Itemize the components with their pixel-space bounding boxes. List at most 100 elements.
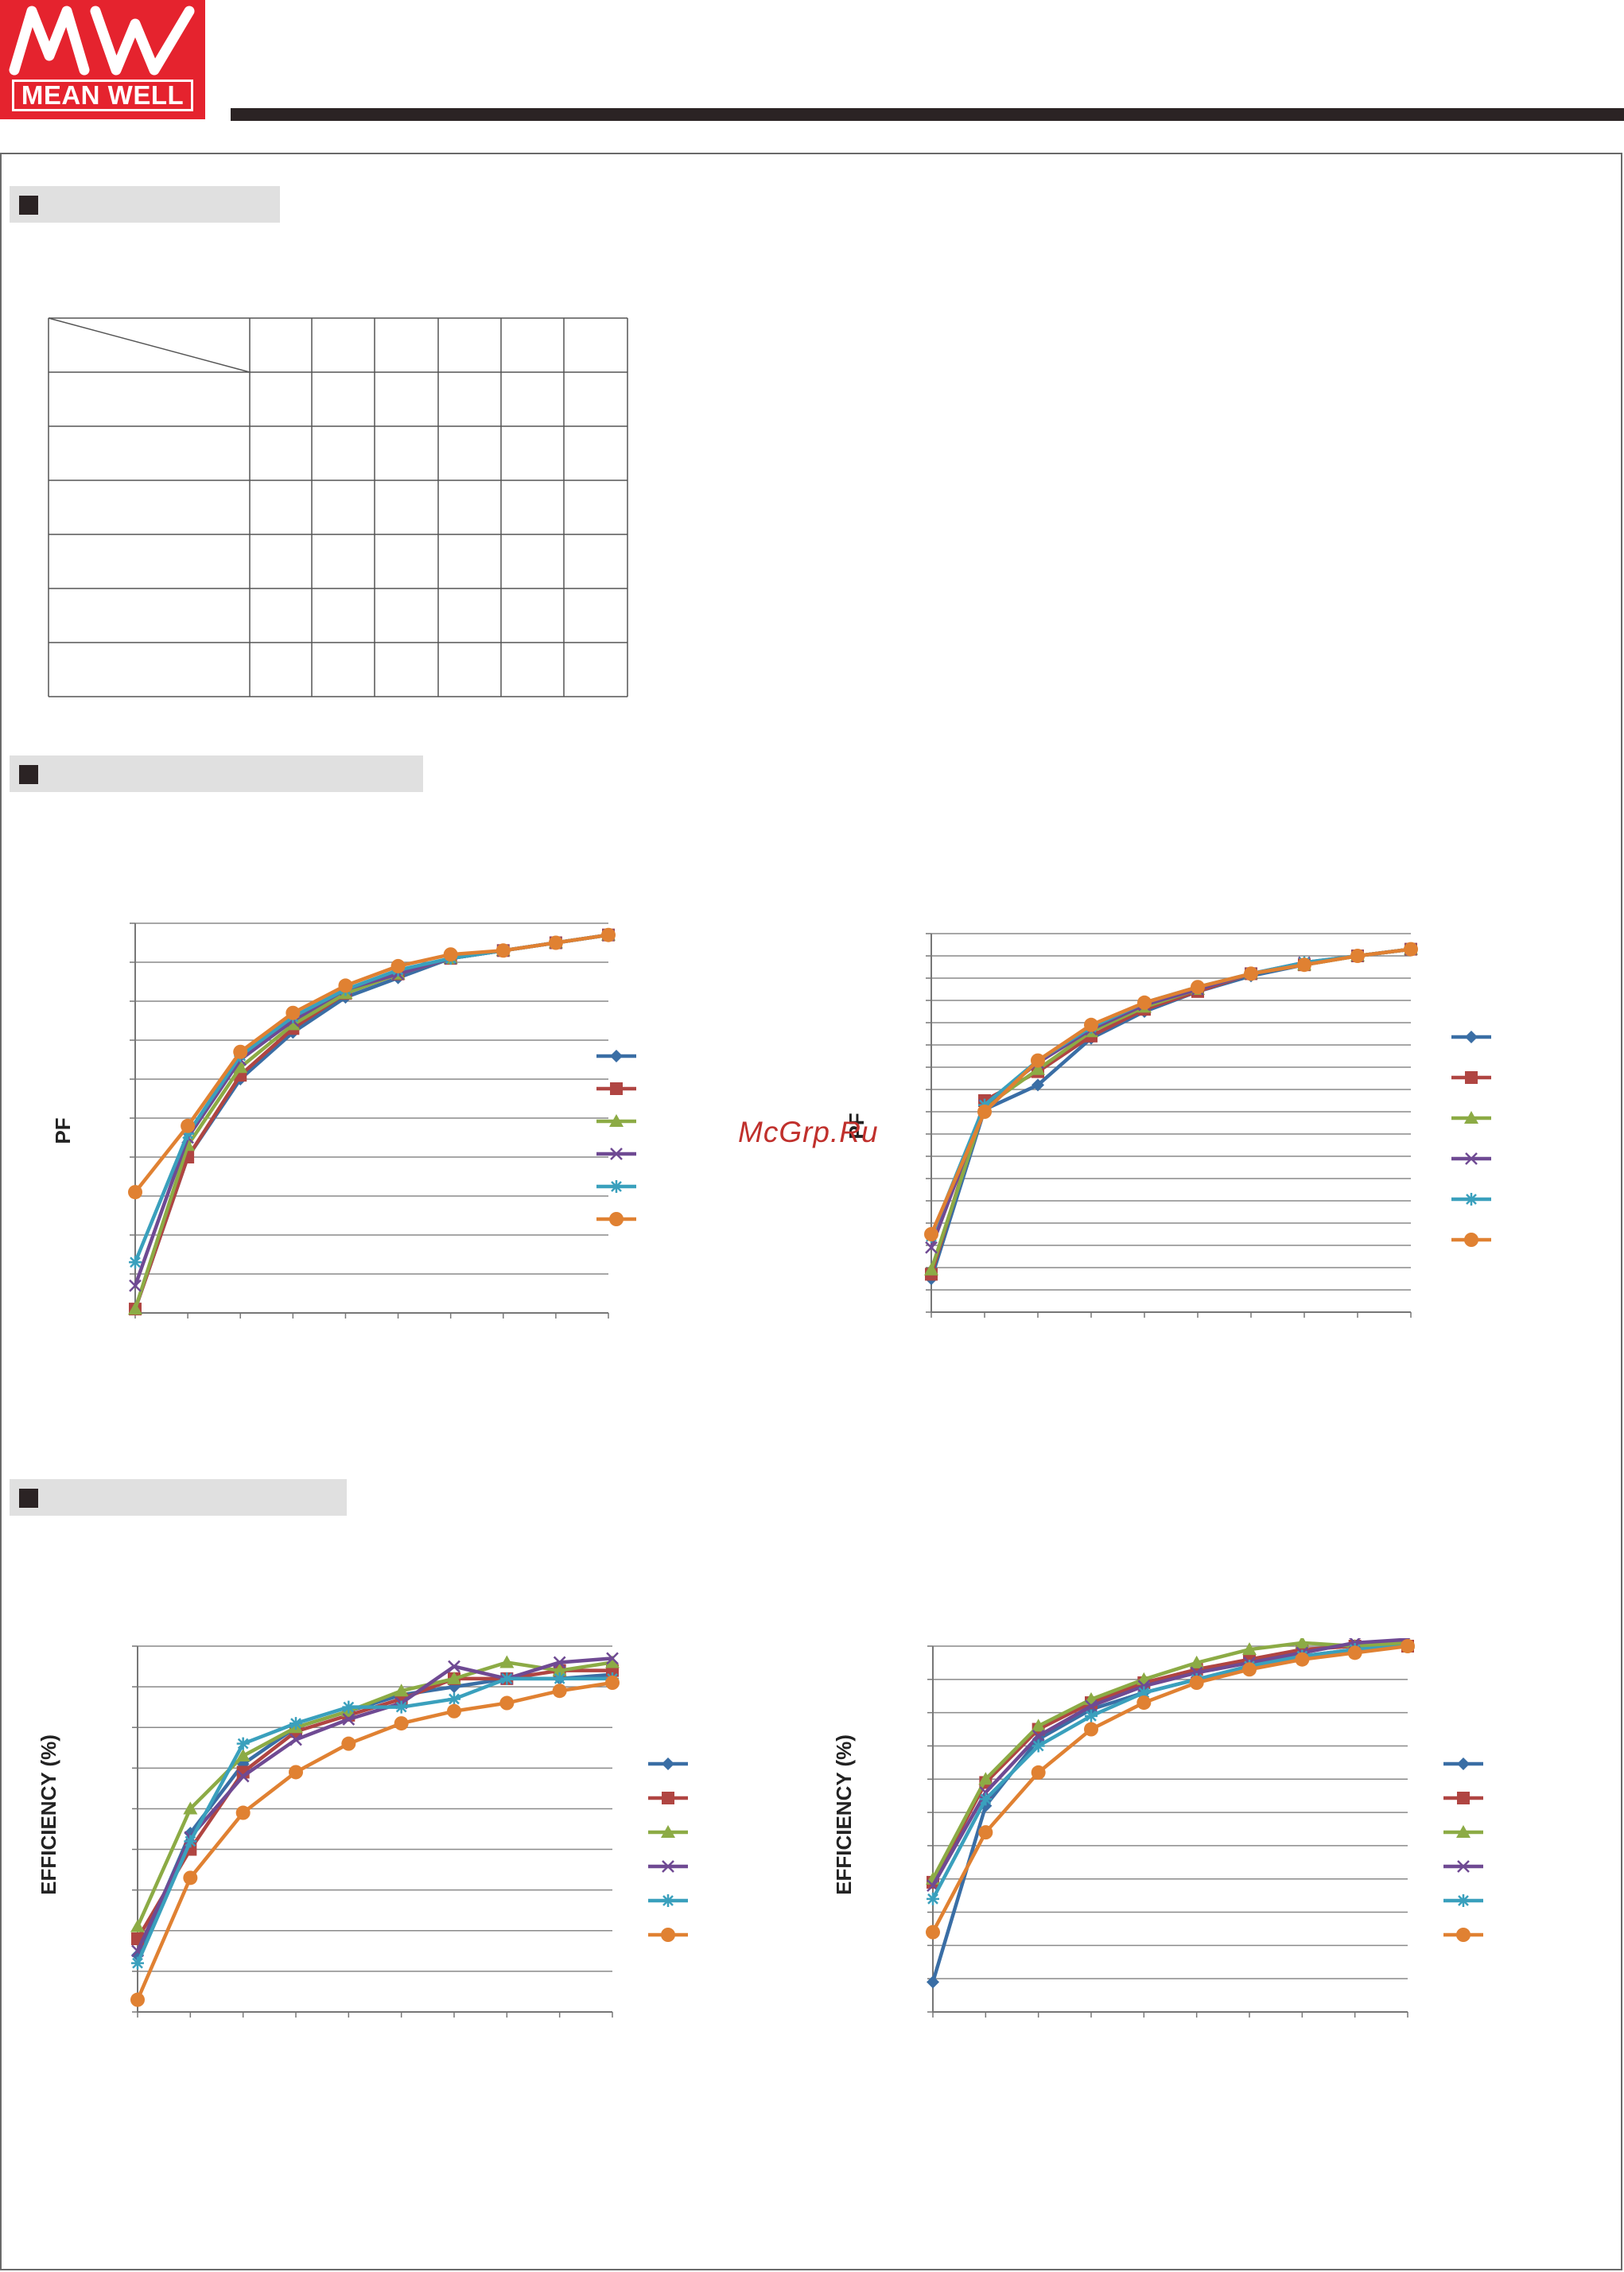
data-point-x <box>553 1656 566 1669</box>
data-point-circle <box>924 1227 938 1241</box>
data-point-x <box>925 1241 938 1254</box>
data-point-triangle <box>924 1262 938 1276</box>
legend-entry-diamond <box>1451 1031 1491 1043</box>
data-point-triangle <box>447 1671 461 1684</box>
data-point-circle <box>1244 966 1258 981</box>
data-point-x <box>289 1733 302 1746</box>
data-point-triangle <box>609 1114 624 1127</box>
pf-chart-right: PF <box>845 933 1491 1318</box>
data-point-circle <box>605 1676 620 1690</box>
data-point-circle <box>601 927 616 942</box>
series-line <box>931 1641 1408 1880</box>
data-point-circle <box>609 1212 624 1226</box>
square-bullet-icon <box>19 196 38 215</box>
series-line <box>931 1644 1408 1883</box>
legend-entry-x <box>596 1148 636 1160</box>
series-x <box>131 1652 619 1958</box>
data-point-diamond <box>927 1975 939 1989</box>
table-header-diagonal <box>48 317 251 373</box>
data-point-triangle <box>661 1825 675 1838</box>
data-point-circle <box>1347 1645 1362 1660</box>
data-point-circle <box>1189 1676 1204 1690</box>
section-header-table <box>10 186 280 223</box>
data-point-triangle <box>394 1684 409 1697</box>
data-point-circle <box>1404 942 1418 957</box>
series-line <box>931 1644 1408 1900</box>
data-point-star <box>1137 1686 1151 1699</box>
page-frame <box>0 153 1622 2270</box>
data-point-star <box>1457 1894 1470 1907</box>
gridlines <box>931 933 1411 1291</box>
data-point-circle <box>128 1185 142 1200</box>
data-point-circle <box>977 1105 992 1119</box>
series-circle <box>128 927 616 1200</box>
data-point-circle <box>1031 1765 1046 1780</box>
data-point-diamond <box>610 1050 623 1062</box>
data-point-circle <box>1084 1722 1098 1737</box>
data-point-star <box>662 1894 674 1907</box>
data-point-star <box>236 1737 250 1750</box>
section-header-efficiency <box>10 1479 347 1516</box>
data-point-star <box>342 1700 355 1714</box>
gridlines <box>138 1645 612 1972</box>
legend-entry-star <box>596 1180 636 1193</box>
data-point-diamond <box>1457 1757 1470 1770</box>
series-line <box>931 1644 1408 1933</box>
pf-chart-left: PF <box>51 922 636 1319</box>
data-point-circle <box>1350 949 1365 963</box>
data-point-star <box>1465 1193 1478 1206</box>
legend-entry-triangle <box>648 1825 688 1838</box>
data-point-circle <box>1191 980 1205 995</box>
data-point-diamond <box>1032 1078 1044 1092</box>
series-line <box>135 1680 613 2001</box>
legend-entry-diamond <box>596 1050 636 1062</box>
legend-entry-star <box>1451 1193 1491 1206</box>
series-line <box>133 933 609 1310</box>
data-point-circle <box>1297 957 1311 973</box>
data-point-circle <box>1401 1639 1415 1653</box>
data-point-circle <box>447 1703 461 1719</box>
mw-logo-icon <box>9 6 195 76</box>
gridlines <box>933 1645 1408 1979</box>
series-star <box>925 942 1417 1243</box>
data-point-triangle <box>1464 1111 1478 1124</box>
data-point-circle <box>1295 1652 1310 1667</box>
data-point-square <box>1465 1071 1478 1084</box>
data-point-circle <box>552 1684 567 1699</box>
data-point-circle <box>130 1992 145 2007</box>
legend-entry-square <box>1451 1071 1491 1084</box>
series-line <box>135 1676 612 1964</box>
series-line <box>134 933 609 1194</box>
data-point-x <box>236 1769 250 1783</box>
data-point-diamond <box>1465 1031 1478 1043</box>
data-point-star <box>181 1127 195 1140</box>
logo-text: MEAN WELL <box>12 80 193 111</box>
square-bullet-icon <box>19 1489 38 1508</box>
data-point-star <box>927 1892 939 1905</box>
data-point-circle <box>394 1716 409 1731</box>
series-line <box>133 933 609 1310</box>
data-point-square <box>662 1792 674 1804</box>
y-axis-label: EFFICIENCY (%) <box>37 1734 60 1895</box>
data-point-triangle <box>128 1302 142 1315</box>
data-point-triangle <box>552 1663 567 1676</box>
data-point-triangle <box>233 1060 248 1074</box>
data-point-circle <box>233 1044 248 1059</box>
data-point-x <box>1085 1699 1098 1713</box>
data-point-star <box>129 1256 142 1269</box>
data-point-circle <box>341 1736 356 1751</box>
legend-entry-circle <box>1451 1233 1491 1247</box>
square-bullet-icon <box>19 765 38 784</box>
data-point-triangle <box>1031 1719 1046 1732</box>
data-point-circle <box>1456 1928 1471 1942</box>
data-point-star <box>1085 1709 1098 1722</box>
legend-entry-circle <box>596 1212 636 1226</box>
data-point-circle <box>1031 1053 1045 1068</box>
data-point-diamond <box>662 1757 674 1770</box>
legend-entry-diamond <box>1443 1757 1483 1770</box>
data-point-triangle <box>130 1919 145 1932</box>
legend-entry-circle <box>648 1928 688 1942</box>
data-point-circle <box>289 1765 303 1780</box>
data-point-circle <box>1137 995 1152 1010</box>
data-point-triangle <box>978 1772 993 1785</box>
